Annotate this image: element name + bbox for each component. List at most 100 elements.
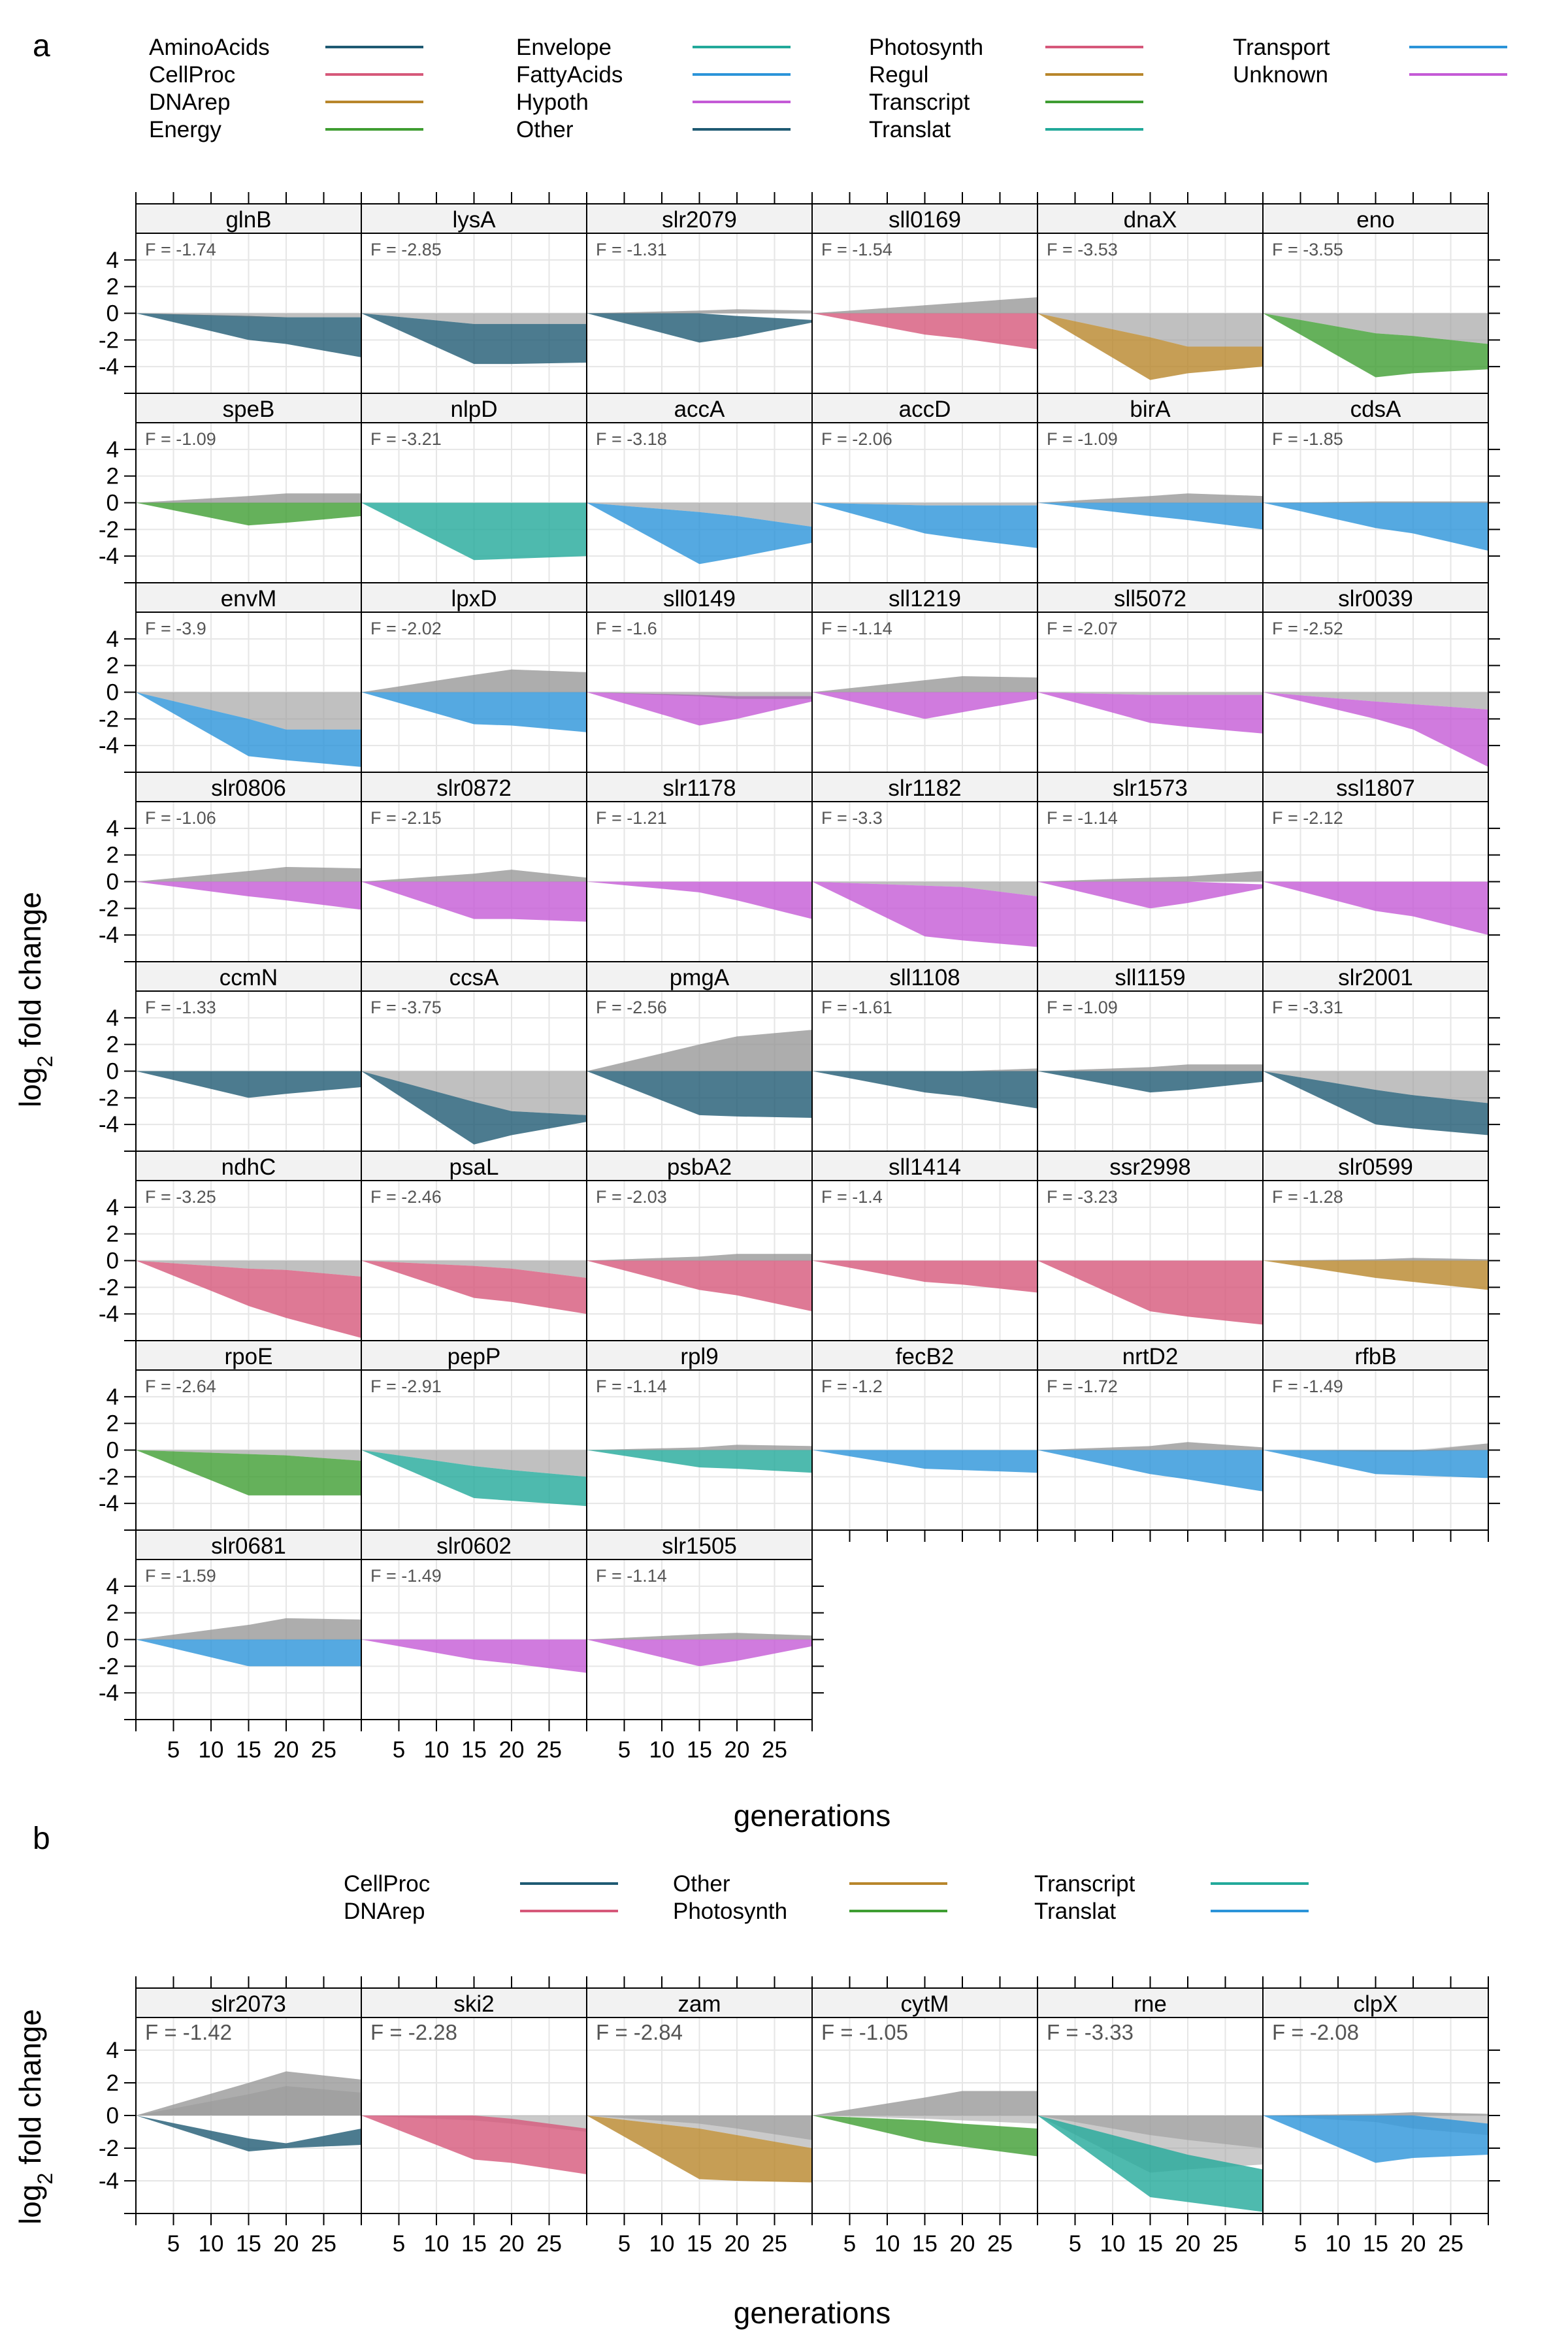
fold-change-area	[1263, 881, 1488, 936]
gene-name: sll1159	[1115, 965, 1185, 990]
y-tick-label: -2	[99, 517, 119, 542]
f-statistic: F = -1.72	[1047, 1377, 1118, 1396]
x-tick-label: 15	[687, 1737, 712, 1763]
y-tick-label: -2	[99, 706, 119, 732]
x-tick-label: 5	[1294, 2231, 1307, 2257]
fold-change-area	[587, 692, 812, 726]
f-statistic: F = -1.49	[370, 1566, 442, 1586]
fold-change-area	[587, 2115, 812, 2183]
panel-strip	[1262, 393, 1489, 423]
gene-name: accA	[674, 397, 725, 422]
legend-label: Transport	[1233, 35, 1330, 60]
f-statistic: F = -1.59	[145, 1566, 216, 1586]
x-tick-label: 25	[311, 2231, 336, 2257]
y-tick-label: 2	[106, 843, 119, 868]
gene-name: lpxD	[451, 586, 497, 612]
control-band	[587, 2115, 812, 2148]
panel-strip	[361, 772, 587, 802]
fold-change-area	[1037, 881, 1263, 909]
gene-name: dnaX	[1124, 207, 1177, 233]
x-tick-label: 5	[618, 2231, 630, 2257]
panel-strip	[1037, 203, 1264, 234]
panel-strip	[361, 203, 587, 234]
f-statistic: F = -1.14	[596, 1377, 667, 1396]
fold-change-area	[1037, 1071, 1263, 1093]
control-band	[1263, 2112, 1488, 2115]
gene-name: slr2073	[211, 1991, 286, 2017]
f-statistic: F = -3.75	[370, 998, 442, 1017]
panel-strip	[361, 393, 587, 423]
legend-label: Regul	[869, 62, 928, 88]
control-band	[136, 493, 361, 503]
y-tick-label: 2	[106, 1032, 119, 1058]
y-tick-label: 0	[106, 1627, 119, 1653]
fold-change-area	[812, 1450, 1037, 1473]
y-tick-label: -2	[99, 1085, 119, 1111]
gene-name: psbA2	[667, 1154, 732, 1180]
gene-name: ssl1807	[1336, 776, 1415, 801]
gene-name: pepP	[448, 1344, 501, 1369]
overlap-band	[587, 1445, 812, 1450]
overlap-band	[136, 493, 361, 503]
f-statistic: F = -2.02	[370, 619, 442, 638]
y-tick-label: -4	[99, 1112, 119, 1137]
legend-label: Unknown	[1233, 62, 1328, 88]
fold-change-area	[361, 1260, 587, 1315]
x-tick-label: 15	[1137, 2231, 1163, 2257]
f-statistic: F = -1.2	[821, 1377, 883, 1396]
y-tick-label: -4	[99, 544, 119, 569]
f-statistic: F = -1.06	[145, 808, 216, 828]
y-tick-label: 4	[106, 437, 119, 463]
f-statistic: F = -1.14	[821, 619, 892, 638]
legend-item: FattyAcids	[516, 62, 791, 88]
x-tick-label: 10	[424, 1737, 449, 1763]
y-axis-label: log2 fold change	[13, 892, 57, 1107]
fold-change-area	[812, 1260, 1037, 1293]
gene-name: cdsA	[1350, 397, 1401, 422]
y-tick-label: -4	[99, 923, 119, 948]
y-tick-label: -4	[99, 1680, 119, 1706]
legend-item: CellProc	[344, 1871, 618, 1897]
legend-item: Transcript	[869, 90, 1143, 115]
control-band	[812, 2115, 1037, 2124]
control-band	[361, 669, 587, 693]
f-statistic: F = -2.12	[1272, 808, 1343, 828]
y-tick-label: 2	[106, 464, 119, 489]
gene-panel: lpxD F = -2.02	[361, 582, 587, 773]
f-statistic: F = -1.85	[1272, 429, 1343, 449]
x-tick-label: 5	[393, 2231, 405, 2257]
gene-name: accD	[899, 397, 951, 422]
x-tick-label: 20	[274, 2231, 299, 2257]
panel-strip	[361, 582, 587, 613]
f-statistic: F = -1.4	[821, 1187, 883, 1207]
fold-change-area	[1263, 1071, 1488, 1135]
gene-panel: psaL F = -2.46	[361, 1151, 587, 1341]
gene-name: slr0806	[211, 776, 286, 801]
x-tick-label: 10	[199, 1737, 224, 1763]
y-tick-label: 2	[106, 1601, 119, 1626]
control-band	[587, 1030, 812, 1071]
gene-name: eno	[1356, 207, 1394, 233]
gene-name: slr0872	[436, 776, 512, 801]
legend-item: Translat	[869, 117, 1143, 142]
overlap-band	[1263, 501, 1488, 503]
legend-item: Regul	[869, 62, 1143, 88]
gene-name: ndhC	[221, 1154, 276, 1180]
legend-label: Other	[516, 117, 574, 142]
fold-change-area	[136, 692, 361, 767]
f-statistic: F = -1.31	[596, 240, 667, 259]
fold-change-area	[361, 881, 587, 922]
legend-item: DNArep	[149, 90, 423, 115]
x-axis-label: generations	[734, 1799, 890, 1833]
panel-strip	[1262, 582, 1489, 613]
overlap-band	[812, 676, 1037, 693]
overlap-band	[136, 2071, 361, 2115]
panel-strip	[586, 203, 813, 234]
gene-name: lysA	[452, 207, 496, 233]
gene-name: birA	[1130, 397, 1171, 422]
gene-name: glnB	[225, 207, 271, 233]
x-tick-label: 20	[1401, 2231, 1426, 2257]
control-band	[587, 1633, 812, 1640]
overlap-band	[1263, 2112, 1488, 2115]
fold-change-area	[1263, 2115, 1488, 2163]
